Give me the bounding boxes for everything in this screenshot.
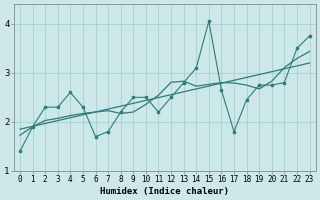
X-axis label: Humidex (Indice chaleur): Humidex (Indice chaleur) bbox=[100, 187, 229, 196]
